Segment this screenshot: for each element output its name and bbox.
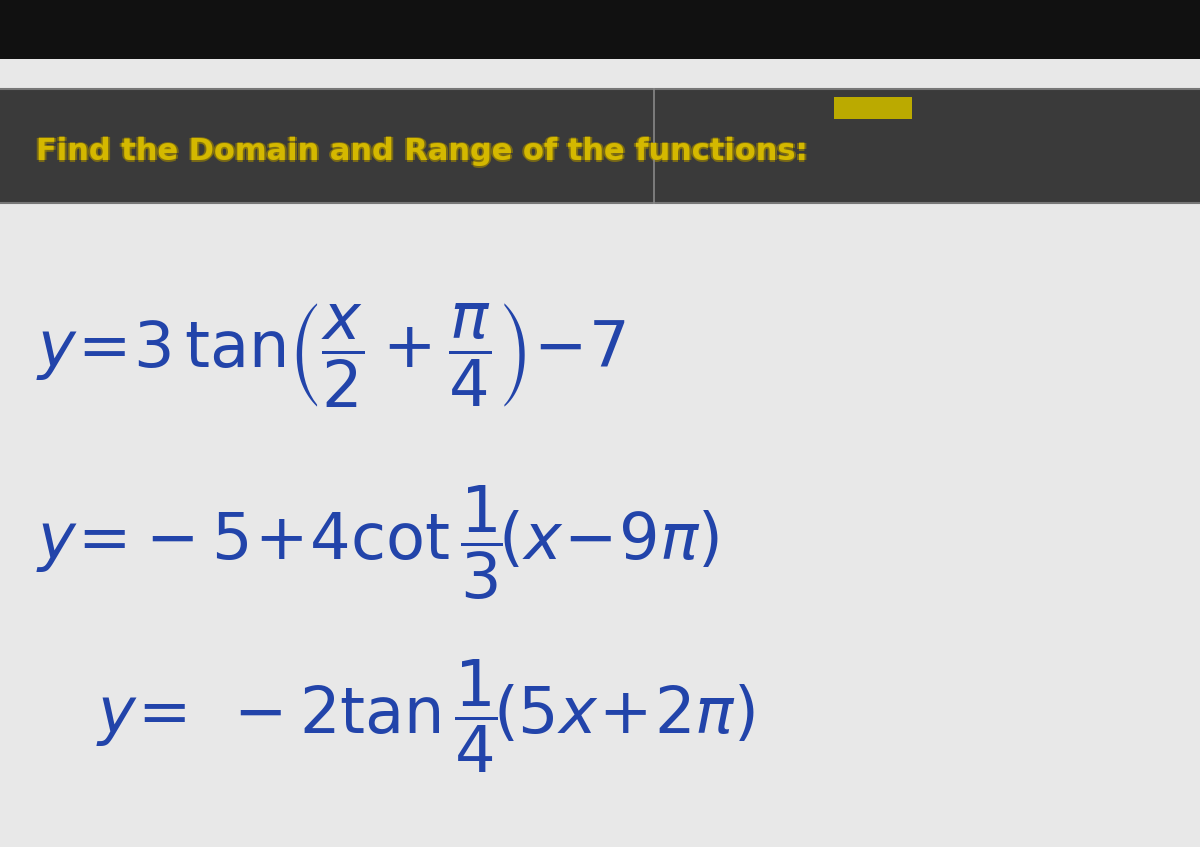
- Text: Find the Domain and Range of the functions:: Find the Domain and Range of the functio…: [36, 136, 808, 164]
- Text: Find the Domain and Range of the functions:: Find the Domain and Range of the functio…: [34, 137, 805, 166]
- Bar: [834, 97, 912, 119]
- Text: $y\!=\;-2\tan\dfrac{1}{4}\!\left(5x\!+\!2\pi\right)$: $y\!=\;-2\tan\dfrac{1}{4}\!\left(5x\!+\!…: [96, 656, 755, 775]
- Text: Find the Domain and Range of the functions:: Find the Domain and Range of the functio…: [36, 137, 808, 166]
- Bar: [0, 89, 1200, 203]
- Text: $y\!=\!-5\!+\!4\cot\dfrac{1}{3}\!\left(x\!-\!9\pi\right)$: $y\!=\!-5\!+\!4\cot\dfrac{1}{3}\!\left(x…: [36, 483, 719, 601]
- Bar: [0, 0, 1200, 59]
- Text: Find the Domain and Range of the functions:: Find the Domain and Range of the functio…: [36, 139, 808, 168]
- Text: Find the Domain and Range of the functions:: Find the Domain and Range of the functio…: [38, 137, 810, 166]
- Text: $y\!=\!3\,\tan\!\left(\dfrac{x}{2}+\dfrac{\pi}{4}\right)\!-\!7$: $y\!=\!3\,\tan\!\left(\dfrac{x}{2}+\dfra…: [36, 302, 626, 410]
